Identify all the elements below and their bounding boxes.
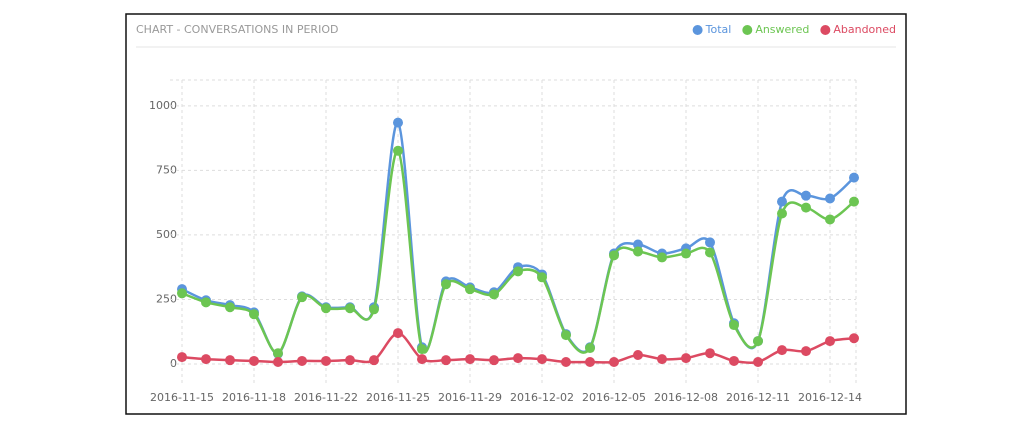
point xyxy=(225,302,235,313)
point xyxy=(609,250,619,261)
point xyxy=(345,303,355,314)
point xyxy=(393,117,403,128)
legend-label: Total xyxy=(705,23,732,36)
x-tick-label: 2016-12-11 xyxy=(726,391,790,404)
point xyxy=(321,303,331,314)
point xyxy=(633,350,643,361)
point xyxy=(225,355,235,366)
y-tick-label: 250 xyxy=(156,292,177,305)
x-tick-label: 2016-12-05 xyxy=(582,391,646,404)
point xyxy=(537,354,547,365)
point xyxy=(657,354,667,365)
point xyxy=(513,353,523,364)
point xyxy=(801,190,811,201)
point xyxy=(177,352,187,363)
point xyxy=(585,356,595,367)
point xyxy=(705,348,715,359)
point xyxy=(681,353,691,364)
point xyxy=(825,193,835,204)
point xyxy=(345,355,355,366)
point xyxy=(849,172,859,183)
point xyxy=(417,344,427,355)
point xyxy=(801,202,811,213)
point xyxy=(273,348,283,359)
x-tick-label: 2016-12-08 xyxy=(654,391,718,404)
point xyxy=(849,196,859,207)
x-tick-label: 2016-12-14 xyxy=(798,391,862,404)
point xyxy=(729,355,739,366)
point xyxy=(825,336,835,347)
y-tick-label: 0 xyxy=(170,357,177,370)
y-tick-label: 1000 xyxy=(149,99,177,112)
point xyxy=(297,292,307,303)
point xyxy=(705,237,715,248)
point xyxy=(729,320,739,331)
point xyxy=(369,355,379,366)
point xyxy=(777,208,787,219)
point xyxy=(369,304,379,315)
point xyxy=(201,297,211,308)
legend-label: Abandoned xyxy=(833,23,896,36)
point xyxy=(633,239,643,250)
x-tick-label: 2016-11-29 xyxy=(438,391,502,404)
point xyxy=(801,346,811,357)
legend-swatch xyxy=(742,25,753,35)
point xyxy=(753,356,763,367)
legend-label: Answered xyxy=(755,23,809,36)
point xyxy=(441,355,451,366)
chart-title: CHART - CONVERSATIONS IN PERIOD xyxy=(136,23,338,36)
point xyxy=(537,272,547,283)
panel xyxy=(125,13,907,415)
point xyxy=(489,289,499,300)
point xyxy=(825,214,835,225)
point xyxy=(609,356,619,367)
x-tick-label: 2016-11-18 xyxy=(222,391,286,404)
point xyxy=(657,252,667,263)
point xyxy=(681,248,691,259)
point xyxy=(417,354,427,365)
point xyxy=(441,279,451,290)
x-tick-label: 2016-11-22 xyxy=(294,391,358,404)
point xyxy=(585,343,595,354)
point xyxy=(777,196,787,207)
x-tick-label: 2016-12-02 xyxy=(510,391,574,404)
point xyxy=(489,355,499,366)
y-tick-label: 500 xyxy=(156,228,177,241)
x-tick-label: 2016-11-25 xyxy=(366,391,430,404)
point xyxy=(465,354,475,365)
point xyxy=(465,284,475,295)
point xyxy=(177,288,187,299)
point xyxy=(705,247,715,258)
point xyxy=(777,345,787,356)
point xyxy=(633,246,643,257)
point xyxy=(201,354,211,365)
legend-swatch xyxy=(692,25,703,35)
point xyxy=(753,336,763,347)
point xyxy=(393,328,403,339)
point xyxy=(393,145,403,156)
y-tick-label: 750 xyxy=(156,163,177,176)
point xyxy=(561,330,571,341)
point xyxy=(249,309,259,320)
point xyxy=(249,355,259,366)
point xyxy=(561,356,571,367)
point xyxy=(513,266,523,277)
point xyxy=(297,355,307,366)
x-tick-label: 2016-11-15 xyxy=(150,391,214,404)
point xyxy=(273,356,283,367)
point xyxy=(321,355,331,366)
point xyxy=(849,333,859,344)
legend-swatch xyxy=(820,25,831,35)
